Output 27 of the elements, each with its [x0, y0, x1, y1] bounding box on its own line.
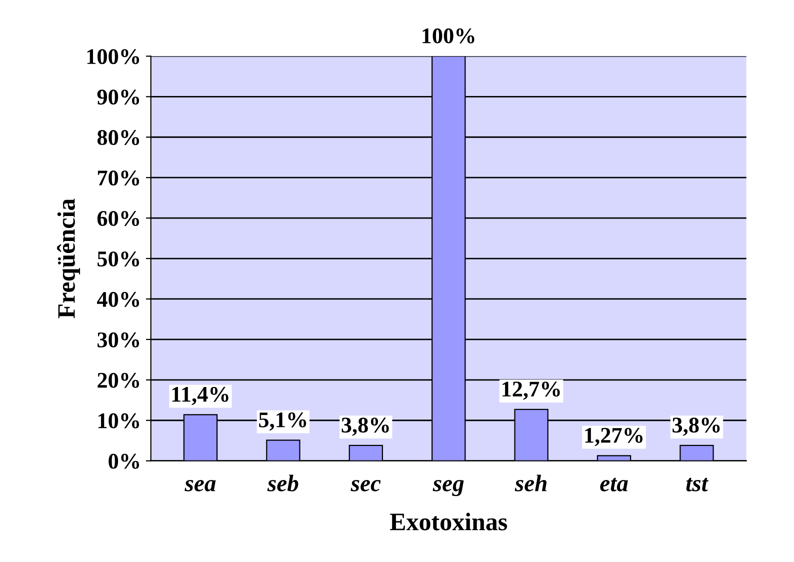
y-tick-label: 60% — [97, 210, 140, 226]
data-label: 1,27% — [585, 428, 642, 446]
x-tick-label: seh — [514, 474, 547, 492]
y-tick-label: 80% — [97, 130, 140, 146]
y-tick-label: 10% — [98, 413, 140, 428]
data-label: 5,1% — [259, 412, 306, 431]
data-label: 3,8% — [342, 418, 389, 436]
data-label: 12,7% — [502, 382, 560, 400]
data-label: 100% — [422, 28, 474, 44]
y-tick-label: 0% — [108, 454, 140, 469]
y-tick-label: 90% — [97, 90, 140, 105]
x-tick-label: tst — [686, 478, 708, 492]
x-tick-label: sec — [350, 480, 381, 492]
x-tick-label: seb — [267, 474, 298, 492]
y-tick-label: 70% — [98, 170, 140, 186]
y-axis-title: Freqüência — [57, 198, 80, 318]
x-axis-title: Exotoxinas — [390, 512, 508, 530]
y-tick-label: 20% — [98, 372, 140, 388]
y-tick-label: 100% — [87, 49, 140, 64]
data-label: 11,4% — [172, 386, 228, 406]
data-label: 3,8% — [672, 418, 720, 436]
y-tick-label: 30% — [98, 332, 140, 348]
x-tick-label: eta — [600, 478, 628, 492]
y-tick-label: 50% — [98, 251, 140, 267]
x-tick-label: sea — [184, 480, 216, 492]
y-tick-label: 40% — [97, 292, 140, 307]
x-tick-label: seg — [432, 480, 464, 496]
